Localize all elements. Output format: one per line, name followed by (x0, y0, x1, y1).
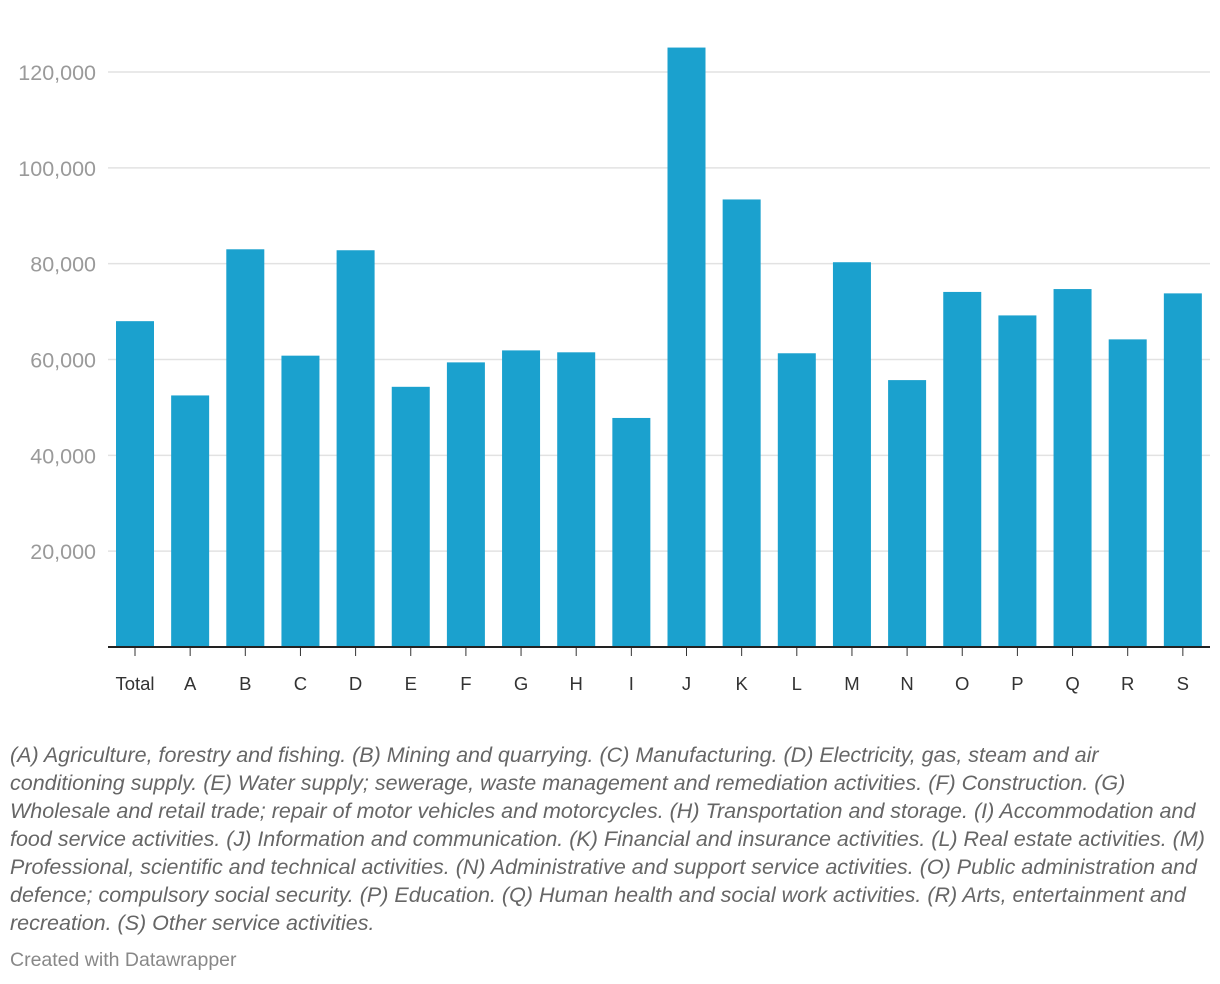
x-tick-label: I (629, 673, 634, 694)
bar-h (557, 352, 596, 647)
y-tick-label: 20,000 (30, 540, 96, 564)
bar-a (171, 395, 210, 647)
bars (116, 47, 1202, 648)
y-tick-label: 60,000 (30, 348, 96, 372)
bar-c (281, 355, 320, 647)
datawrapper-credit: Created with Datawrapper (10, 949, 237, 971)
y-tick-label: 80,000 (30, 253, 96, 277)
x-tick-label: L (792, 673, 802, 694)
bar-p (998, 315, 1037, 647)
y-tick-label: 40,000 (30, 444, 96, 468)
bar-o (943, 291, 982, 647)
bar-chart: 20,000 40,000 60,000 80,000 100,000 120,000 T… (18, 47, 1210, 694)
bar-g (502, 350, 541, 647)
bar-f (446, 362, 485, 647)
bar-s (1163, 293, 1202, 647)
x-tick-label: Total (115, 673, 154, 694)
bar-m (832, 262, 871, 647)
x-tick-label: Q (1065, 673, 1079, 694)
x-tick-label: A (184, 673, 197, 694)
y-tick-label: 120,000 (18, 61, 96, 85)
x-tick-label: P (1011, 673, 1023, 694)
industry-notes: (A) Agriculture, forestry and fishing. (… (10, 743, 1205, 935)
x-tick-label: H (570, 673, 583, 694)
x-tick-label: N (900, 673, 913, 694)
bar-n (888, 380, 927, 647)
bar-j (667, 47, 706, 647)
bar-r (1108, 339, 1147, 647)
y-tick-label: 100,000 (18, 157, 96, 181)
x-tick-label: G (514, 673, 528, 694)
y-axis-tick-labels: 20,000 40,000 60,000 80,000 100,000 120,000 (18, 61, 96, 564)
bar-l (777, 353, 816, 647)
bar-e (391, 386, 430, 647)
x-tick-label: S (1177, 673, 1189, 694)
x-tick-label: E (405, 673, 417, 694)
x-tick-label: K (735, 673, 748, 694)
x-tick-label: J (682, 673, 691, 694)
grid-lines (108, 71, 1210, 552)
bar-k (722, 199, 761, 648)
x-axis: Total A B C D E F G H I J K L M N O P Q R S (108, 646, 1210, 694)
bar-i (612, 417, 651, 647)
x-tick-label: R (1121, 673, 1134, 694)
bar-d (336, 250, 375, 647)
bar-q (1053, 289, 1092, 647)
x-tick-label: B (239, 673, 251, 694)
x-tick-label: C (294, 673, 307, 694)
x-tick-label: F (460, 673, 471, 694)
x-tick-label: D (349, 673, 362, 694)
bar-b (226, 249, 265, 648)
x-tick-label: O (955, 673, 969, 694)
bar-total (116, 321, 154, 647)
x-tick-label: M (844, 673, 859, 694)
